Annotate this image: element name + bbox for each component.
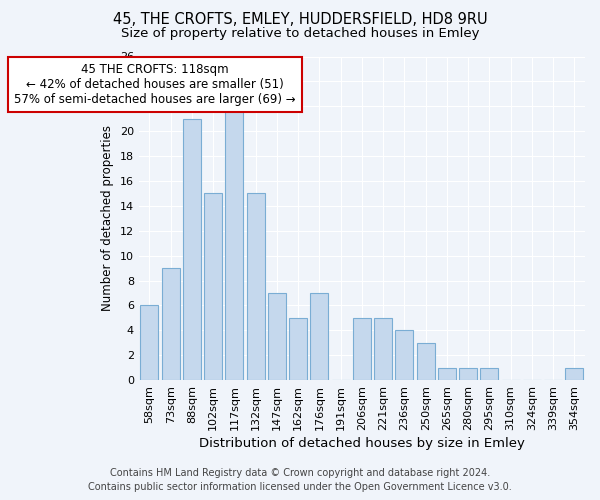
Bar [226,106,244,380]
Bar [395,330,413,380]
Bar [416,343,434,380]
Text: Size of property relative to detached houses in Emley: Size of property relative to detached ho… [121,28,479,40]
Y-axis label: Number of detached properties: Number of detached properties [101,126,114,312]
Bar [310,293,328,380]
Bar [289,318,307,380]
Bar [374,318,392,380]
Text: Contains HM Land Registry data © Crown copyright and database right 2024.
Contai: Contains HM Land Registry data © Crown c… [88,468,512,492]
Text: 45 THE CROFTS: 118sqm
← 42% of detached houses are smaller (51)
57% of semi-deta: 45 THE CROFTS: 118sqm ← 42% of detached … [14,62,296,106]
Text: 45, THE CROFTS, EMLEY, HUDDERSFIELD, HD8 9RU: 45, THE CROFTS, EMLEY, HUDDERSFIELD, HD8… [113,12,487,28]
X-axis label: Distribution of detached houses by size in Emley: Distribution of detached houses by size … [199,437,525,450]
Bar [204,194,222,380]
Bar [459,368,477,380]
Bar [481,368,499,380]
Bar [353,318,371,380]
Bar [268,293,286,380]
Bar [247,194,265,380]
Bar [161,268,179,380]
Bar [183,118,201,380]
Bar [140,306,158,380]
Bar [565,368,583,380]
Bar [438,368,456,380]
